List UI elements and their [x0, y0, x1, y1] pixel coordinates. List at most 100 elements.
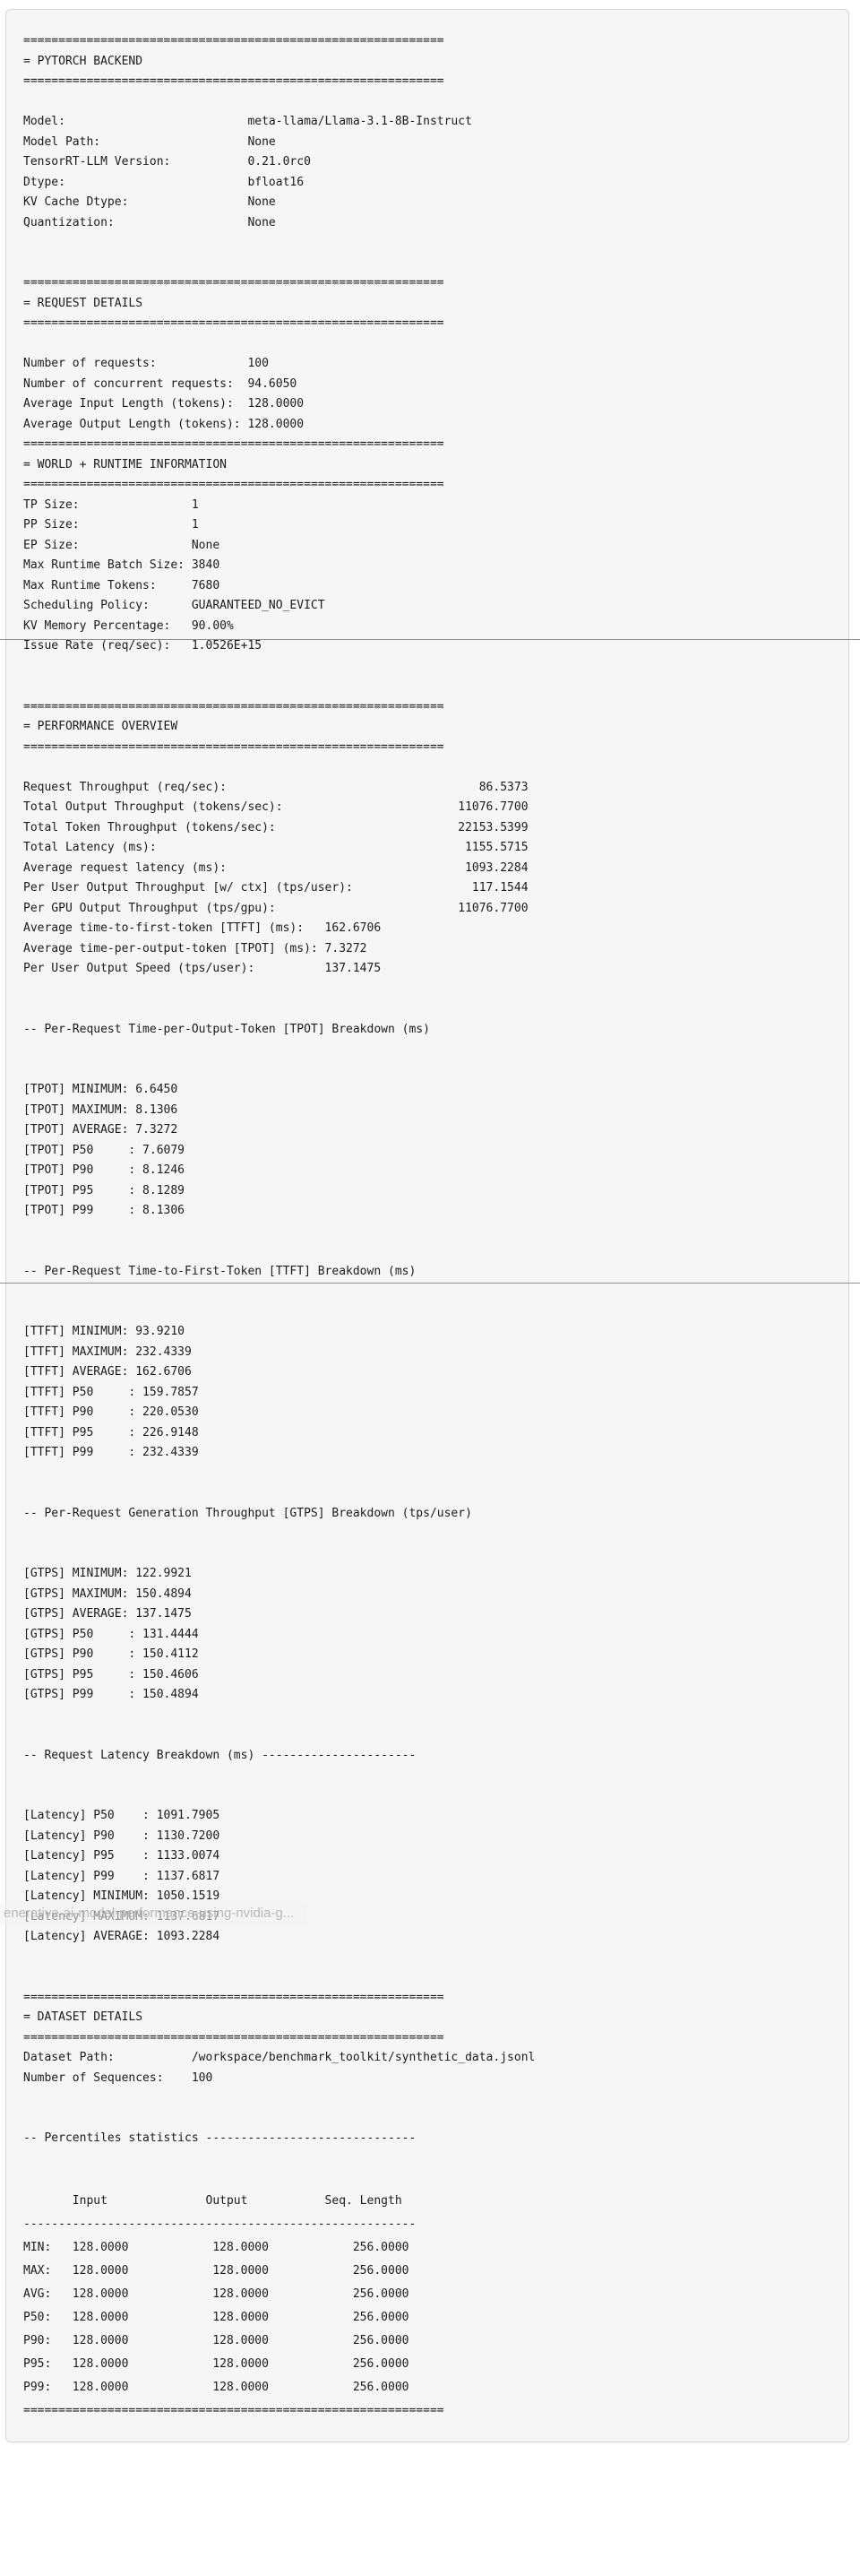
terminal-line: ========================================…	[23, 478, 444, 491]
console-output-block: ========================================…	[23, 31, 839, 2190]
terminal-line	[23, 757, 839, 778]
terminal-line	[23, 1544, 839, 1565]
terminal-line: MIN: 128.0000 128.0000 256.0000	[23, 2240, 409, 2254]
terminal-line	[23, 1948, 839, 1968]
terminal-line	[23, 2109, 839, 2130]
terminal-line: [Latency] P90 : 1130.7200	[23, 1828, 220, 1843]
terminal-line: [TTFT] P99 : 232.4339	[23, 1446, 199, 1459]
terminal-line: [Latency] AVERAGE: 1093.2284	[23, 1930, 220, 1943]
terminal-line: -- Per-Request Time-to-First-Token [TTFT…	[23, 1264, 417, 1278]
terminal-line: Per User Output Throughput [w/ ctx] (tps…	[23, 881, 529, 895]
terminal-line	[23, 980, 839, 1000]
terminal-line: = WORLD + RUNTIME INFORMATION	[23, 457, 227, 471]
terminal-line: [TTFT] MAXIMUM: 232.4339	[23, 1344, 192, 1359]
terminal-line	[23, 657, 839, 678]
terminal-line: Input Output Seq. Length	[23, 2193, 402, 2208]
terminal-line: Average time-per-output-token [TPOT] (ms…	[23, 941, 367, 955]
terminal-line: Per GPU Output Throughput (tps/gpu): 110…	[23, 901, 529, 915]
terminal-line: ========================================…	[23, 2403, 444, 2417]
terminal-line	[23, 2169, 839, 2190]
terminal-line: [TPOT] MINIMUM: 6.6450	[23, 1083, 178, 1096]
terminal-line: [GTPS] AVERAGE: 137.1475	[23, 1607, 192, 1621]
terminal-line: Average time-to-first-token [TTFT] (ms):…	[23, 921, 382, 935]
terminal-line: [TPOT] MAXIMUM: 8.1306	[23, 1102, 178, 1117]
terminal-line: Per User Output Speed (tps/user): 137.14…	[23, 962, 382, 975]
terminal-line	[23, 999, 839, 1020]
terminal-line: [GTPS] P90 : 150.4112	[23, 1647, 199, 1661]
terminal-line	[23, 1241, 839, 1262]
terminal-line: Model Path: None	[23, 134, 276, 149]
terminal-line	[23, 1786, 839, 1807]
terminal-line: ========================================…	[23, 2030, 444, 2044]
terminal-line	[23, 1464, 839, 1484]
terminal-line: AVG: 128.0000 128.0000 256.0000	[23, 2286, 409, 2301]
terminal-line: = PERFORMANCE OVERVIEW	[23, 720, 178, 733]
terminal-line: Total Latency (ms): 1155.5715	[23, 841, 529, 854]
terminal-line: [TPOT] P90 : 8.1246	[23, 1163, 185, 1177]
terminal-line: Quantization: None	[23, 215, 276, 229]
terminal-line	[23, 254, 839, 274]
terminal-line	[23, 1483, 839, 1504]
terminal-line: TP Size: 1	[23, 497, 199, 512]
terminal-line: ========================================…	[23, 437, 444, 451]
terminal-line: P90: 128.0000 128.0000 256.0000	[23, 2333, 409, 2347]
terminal-line: [Latency] MAXIMUM: 1137.6817	[23, 1909, 220, 1923]
terminal-line: [TTFT] AVERAGE: 162.6706	[23, 1365, 192, 1379]
terminal-line: Number of Sequences: 100	[23, 2070, 213, 2085]
terminal-line	[23, 1222, 839, 1242]
terminal-line	[23, 1725, 839, 1746]
terminal-line: KV Cache Dtype: None	[23, 195, 276, 209]
terminal-line: Number of concurrent requests: 94.6050	[23, 376, 297, 391]
terminal-line: Total Output Throughput (tokens/sec): 11…	[23, 800, 529, 814]
terminal-line: [Latency] MINIMUM: 1050.1519	[23, 1889, 220, 1903]
terminal-line: Max Runtime Batch Size: 3840	[23, 558, 220, 572]
terminal-line: ========================================…	[23, 276, 444, 290]
terminal-line: Average Output Length (tokens): 128.0000	[23, 417, 305, 431]
terminal-line: Issue Rate (req/sec): 1.0526E+15	[23, 639, 262, 653]
terminal-line: EP Size: None	[23, 538, 220, 552]
terminal-line: ========================================…	[23, 739, 444, 754]
terminal-line: Total Token Throughput (tokens/sec): 221…	[23, 820, 529, 834]
terminal-line: [GTPS] MINIMUM: 122.9921	[23, 1567, 192, 1580]
terminal-line: Scheduling Policy: GUARANTEED_NO_EVICT	[23, 599, 325, 612]
terminal-line: [Latency] P95 : 1133.0074	[23, 1849, 220, 1863]
terminal-line	[23, 1060, 839, 1081]
terminal-line: ========================================…	[23, 316, 444, 330]
terminal-line	[23, 677, 839, 697]
terminal-line: P95: 128.0000 128.0000 256.0000	[23, 2356, 409, 2371]
terminal-line: -- Per-Request Time-per-Output-Token [TP…	[23, 1022, 430, 1036]
terminal-line: [Latency] P50 : 1091.7905	[23, 1809, 220, 1822]
terminal-line: Model: meta-llama/Llama-3.1-8B-Instruct	[23, 115, 472, 128]
terminal-line: Dtype: bfloat16	[23, 175, 305, 189]
terminal-line: ========================================…	[23, 74, 444, 88]
terminal-line: P99: 128.0000 128.0000 256.0000	[23, 2380, 409, 2394]
terminal-line: [TPOT] P50 : 7.6079	[23, 1143, 185, 1157]
terminal-line: [GTPS] MAXIMUM: 150.4894	[23, 1586, 192, 1601]
benchmark-console-panel: ========================================…	[5, 9, 849, 2442]
terminal-line: [TTFT] P90 : 220.0530	[23, 1405, 199, 1419]
terminal-line	[23, 233, 839, 254]
terminal-line: ========================================…	[23, 1990, 444, 2004]
terminal-line: [Latency] P99 : 1137.6817	[23, 1869, 220, 1883]
terminal-line: [TTFT] P95 : 226.9148	[23, 1425, 199, 1439]
terminal-line: [TTFT] MINIMUM: 93.9210	[23, 1325, 185, 1338]
terminal-line: -- Per-Request Generation Throughput [GT…	[23, 1506, 472, 1520]
terminal-line: [TPOT] P99 : 8.1306	[23, 1204, 185, 1217]
terminal-line	[23, 1766, 839, 1786]
terminal-line: = PYTORCH BACKEND	[23, 54, 143, 68]
terminal-line: P50: 128.0000 128.0000 256.0000	[23, 2310, 409, 2324]
terminal-line: = REQUEST DETAILS	[23, 296, 143, 310]
terminal-line: [GTPS] P95 : 150.4606	[23, 1667, 199, 1681]
screenshot-seam-line-top	[0, 639, 860, 640]
terminal-line: PP Size: 1	[23, 518, 199, 532]
terminal-line	[23, 2088, 839, 2109]
terminal-line: TensorRT-LLM Version: 0.21.0rc0	[23, 155, 311, 169]
terminal-line	[23, 1967, 839, 1988]
terminal-line	[23, 334, 839, 355]
terminal-line	[23, 1524, 839, 1544]
terminal-line: = DATASET DETAILS	[23, 2010, 143, 2024]
terminal-line: -- Request Latency Breakdown (ms) ------…	[23, 1748, 417, 1762]
terminal-line	[23, 1040, 839, 1060]
terminal-line: ----------------------------------------…	[23, 2217, 417, 2231]
